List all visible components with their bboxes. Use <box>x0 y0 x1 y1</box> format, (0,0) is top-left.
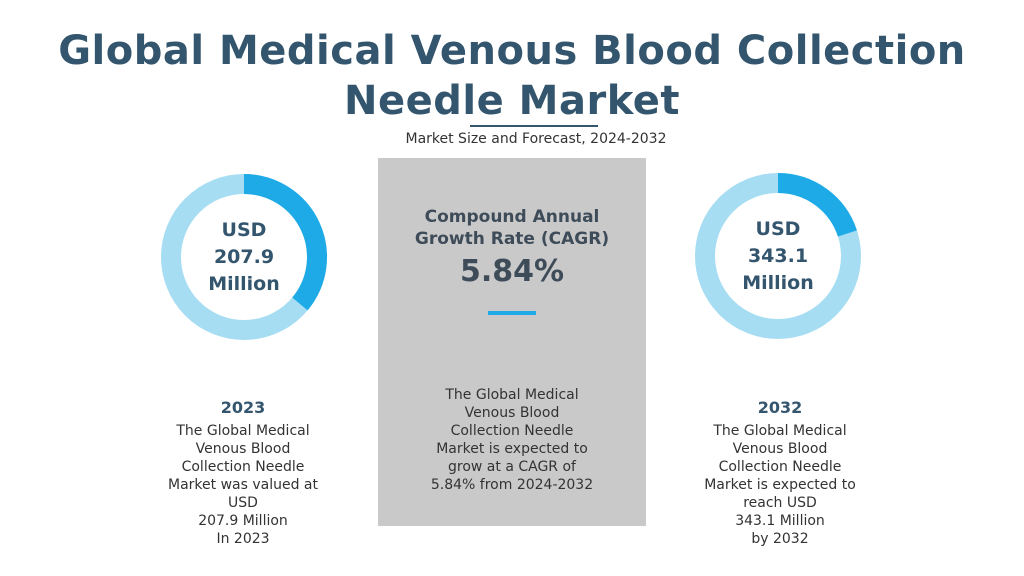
title-underline <box>470 125 598 127</box>
cagr-label-line-2: Growth Rate (CAGR) <box>414 229 610 249</box>
cagr-desc-line: The Global Medical <box>445 387 579 403</box>
desc-2032-line: reach USD <box>743 495 817 511</box>
desc-2023-line: USD <box>228 495 258 511</box>
desc-2032-line: Collection Needle <box>718 459 842 475</box>
year-2023-heading: 2023 <box>220 398 266 417</box>
donut-2023-chart <box>161 174 327 340</box>
desc-2032-line: Venous Blood <box>732 441 828 457</box>
donut-2023-label: USD 207.9 Million <box>160 173 328 341</box>
cagr-desc-line: grow at a CAGR of <box>448 459 576 475</box>
cagr-desc-line: Venous Blood <box>464 405 560 421</box>
cagr-description: The Global Medical Venous Blood Collecti… <box>412 386 612 494</box>
desc-2023-line: 207.9 Million <box>198 513 288 529</box>
donut-2023: USD 207.9 Million <box>160 173 328 341</box>
desc-2032: The Global Medical Venous Blood Collecti… <box>680 422 880 548</box>
cagr-value: 5.84% <box>459 254 565 289</box>
desc-2023-line: Venous Blood <box>195 441 291 457</box>
subtitle: Market Size and Forecast, 2024-2032 <box>405 131 667 147</box>
donut-2023-highlight-arc <box>243 174 327 311</box>
donut-2032-label: USD 343.1 Million <box>694 172 862 340</box>
donut-2032-chart <box>695 173 861 339</box>
cagr-label-line-1: Compound Annual <box>424 207 600 227</box>
desc-2023-line: Market was valued at <box>168 477 318 493</box>
cagr-label: Compound Annual Growth Rate (CAGR) <box>378 206 646 250</box>
cagr-desc-line: Market is expected to <box>436 441 588 457</box>
desc-2023-line: The Global Medical <box>176 423 310 439</box>
title-line-2: Needle Market <box>344 78 680 124</box>
desc-2032-line: The Global Medical <box>713 423 847 439</box>
year-2032-heading: 2032 <box>757 398 803 417</box>
donut-2032-currency: USD <box>755 217 801 240</box>
desc-2032-line: 343.1 Million <box>735 513 825 529</box>
desc-2023: The Global Medical Venous Blood Collecti… <box>143 422 343 548</box>
desc-2032-line: by 2032 <box>751 531 809 547</box>
desc-2023-line: In 2023 <box>216 531 270 547</box>
donut-2023-currency: USD <box>221 218 267 241</box>
cagr-desc-line: 5.84% from 2024-2032 <box>430 477 594 493</box>
desc-2023-line: Collection Needle <box>181 459 305 475</box>
donut-2023-unit: Million <box>208 272 280 295</box>
donut-2032-highlight-arc <box>777 173 857 237</box>
cagr-accent-bar <box>488 311 536 315</box>
cagr-panel: Compound Annual Growth Rate (CAGR) 5.84%… <box>378 158 646 526</box>
donut-2023-value: 207.9 <box>213 245 275 268</box>
donut-2032-value: 343.1 <box>747 244 809 267</box>
page-title: Global Medical Venous Blood Collection N… <box>0 26 1024 126</box>
donut-2032: USD 343.1 Million <box>694 172 862 340</box>
cagr-desc-line: Collection Needle <box>450 423 574 439</box>
donut-2032-unit: Million <box>742 271 814 294</box>
desc-2032-line: Market is expected to <box>704 477 856 493</box>
title-line-1: Global Medical Venous Blood Collection <box>58 28 966 74</box>
